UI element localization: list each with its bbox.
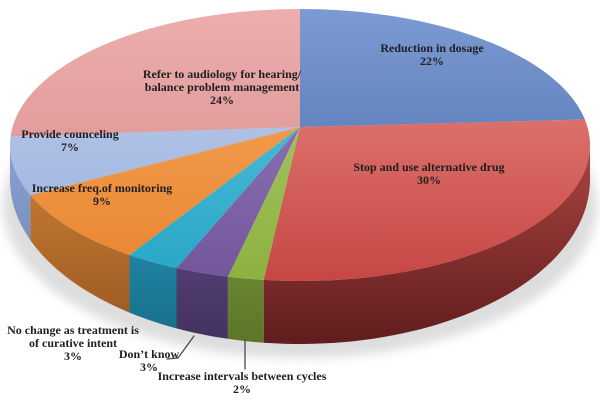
slice-label-line: balance problem management <box>144 80 300 94</box>
slice-percent: 2% <box>232 382 251 396</box>
slice-percent: 9% <box>92 194 111 208</box>
pie-slice-increase-freq-of-monitoring <box>30 127 301 255</box>
slice-percent: 3% <box>139 360 158 374</box>
slice-label-refer-to-audiology: Refer to audiology for hearing/balance p… <box>143 68 301 107</box>
slice-percent: 7% <box>60 140 79 154</box>
pie-wall-increase-intervals-between-cycles <box>227 276 264 343</box>
pie-slice-provide-counceling <box>10 127 300 196</box>
pie-slice-increase-intervals-between-cycles <box>227 127 300 280</box>
slice-label-reduction-in-dosage: Reduction in dosage 22% <box>380 42 483 68</box>
pie-slice-refer-to-audiology <box>10 9 300 137</box>
leader-line-dont-know <box>166 335 195 360</box>
slice-label-line: No change as treatment is <box>7 323 139 337</box>
pie-slice-no-change-curative-intent <box>129 127 300 269</box>
slice-percent: 22% <box>419 54 444 68</box>
pie-slice-dont-know <box>176 127 300 277</box>
slice-label-line: Increase freq.of monitoring <box>31 181 173 195</box>
pie-wall-provide-counceling <box>10 145 31 241</box>
slice-label-line: Stop and use alternative drug <box>353 160 505 174</box>
slice-label-increase-intervals-between-cycles: Increase intervals between cycles 2% <box>158 370 327 396</box>
pie-wall-stop-and-use-alternative-drug <box>263 145 590 344</box>
pie-slice-reduction-in-dosage <box>300 9 585 127</box>
slice-percent: 3% <box>63 349 82 363</box>
slice-label-line: Don’t know <box>118 347 180 361</box>
pie-wall-increase-freq-of-monitoring <box>30 195 130 313</box>
slice-label-line: Refer to audiology for hearing/ <box>142 67 302 81</box>
pie-slice-stop-and-use-alternative-drug <box>263 119 590 281</box>
slice-percent: 30% <box>416 173 441 187</box>
pie-wall-no-change-curative-intent <box>129 255 177 329</box>
slice-label-line: of curative intent <box>29 336 117 350</box>
slice-label-dont-know: Don’t know 3% <box>119 348 179 374</box>
slice-label-line: Increase intervals between cycles <box>157 369 327 383</box>
slice-label-no-change-curative-intent: No change as treatment is of curative int… <box>7 324 139 363</box>
slice-percent: 24% <box>210 93 234 107</box>
slice-label-increase-freq-of-monitoring: Increase freq.of monitoring 9% <box>32 182 173 208</box>
slice-label-line: Provide counceling <box>21 127 119 141</box>
pie-wall-dont-know <box>176 268 228 339</box>
slice-label-line: Reduction in dosage <box>380 41 484 55</box>
slice-label-provide-counceling: Provide counceling 7% <box>21 128 118 154</box>
slice-label-stop-and-use-alternative-drug: Stop and use alternative drug 30% <box>353 161 504 187</box>
